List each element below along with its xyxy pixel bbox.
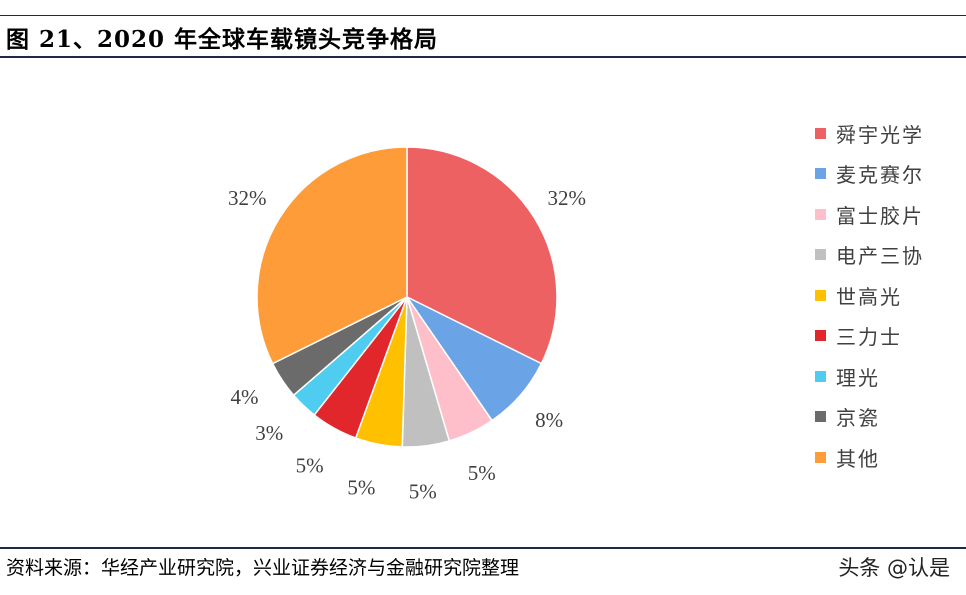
legend-label: 世高光 — [836, 284, 902, 309]
legend-item-7: 理光 — [815, 356, 924, 397]
slice-label-3: 5% — [468, 461, 496, 485]
slice-label-9: 32% — [228, 186, 267, 210]
legend-swatch — [815, 249, 826, 261]
legend-swatch — [815, 451, 826, 463]
legend-item-6: 三力士 — [815, 316, 924, 357]
pie-slice-1 — [406, 146, 558, 365]
slice-label-5: 5% — [347, 476, 375, 500]
slice-label-6: 5% — [296, 453, 324, 477]
legend-swatch — [815, 289, 826, 301]
chart-legend: 舜宇光学麦克赛尔富士胶片电产三协世高光三力士理光京瓷其他 — [815, 113, 924, 478]
slice-label-7: 3% — [255, 421, 283, 445]
legend-swatch — [815, 330, 826, 342]
legend-item-2: 麦克赛尔 — [815, 154, 924, 195]
legend-label: 舜宇光学 — [836, 122, 924, 147]
slice-label-8: 4% — [230, 385, 258, 409]
legend-swatch — [815, 411, 826, 423]
title-rule — [0, 56, 966, 58]
pie-chart: 32% 8% 5% 5% 5% 5% 3% 4% 32% — [228, 146, 586, 503]
legend-swatch — [815, 168, 826, 180]
pie-slice-9 — [256, 146, 408, 365]
legend-swatch — [815, 208, 826, 220]
top-rule — [0, 15, 966, 16]
legend-label: 其他 — [836, 446, 880, 471]
slice-label-4: 5% — [409, 479, 437, 503]
footer-rule — [0, 547, 966, 549]
legend-item-3: 富士胶片 — [815, 194, 924, 235]
legend-swatch — [815, 127, 826, 139]
legend-label: 京瓷 — [836, 406, 880, 431]
figure-title: 图 21、2020 年全球车载镜头竞争格局 — [6, 26, 439, 53]
legend-label: 理光 — [836, 365, 880, 390]
slice-label-1: 32% — [547, 186, 586, 210]
legend-item-9: 其他 — [815, 437, 924, 478]
legend-label: 麦克赛尔 — [836, 163, 924, 188]
legend-swatch — [815, 370, 826, 382]
slice-label-2: 8% — [535, 408, 563, 432]
source-note: 资料来源：华经产业研究院，兴业证券经济与金融研究院整理 — [6, 557, 520, 579]
legend-item-8: 京瓷 — [815, 397, 924, 438]
legend-label: 富士胶片 — [836, 203, 924, 228]
legend-item-4: 电产三协 — [815, 235, 924, 276]
watermark: 头条 @认是 — [838, 556, 950, 580]
legend-label: 三力士 — [836, 325, 902, 350]
legend-label: 电产三协 — [836, 244, 924, 269]
legend-item-1: 舜宇光学 — [815, 113, 924, 154]
legend-item-5: 世高光 — [815, 275, 924, 316]
